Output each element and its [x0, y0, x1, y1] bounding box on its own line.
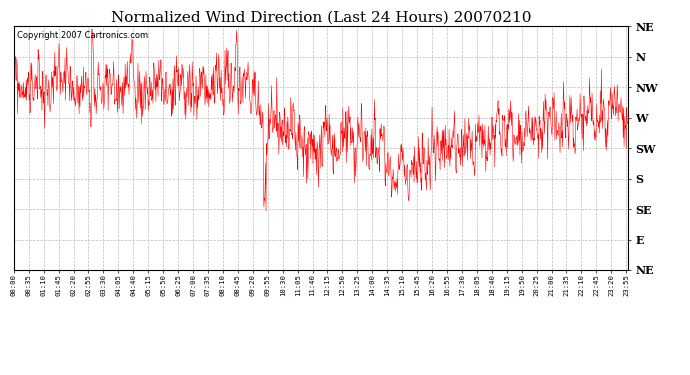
Title: Normalized Wind Direction (Last 24 Hours) 20070210: Normalized Wind Direction (Last 24 Hours…	[110, 11, 531, 25]
Text: Copyright 2007 Cartronics.com: Copyright 2007 Cartronics.com	[17, 31, 148, 40]
